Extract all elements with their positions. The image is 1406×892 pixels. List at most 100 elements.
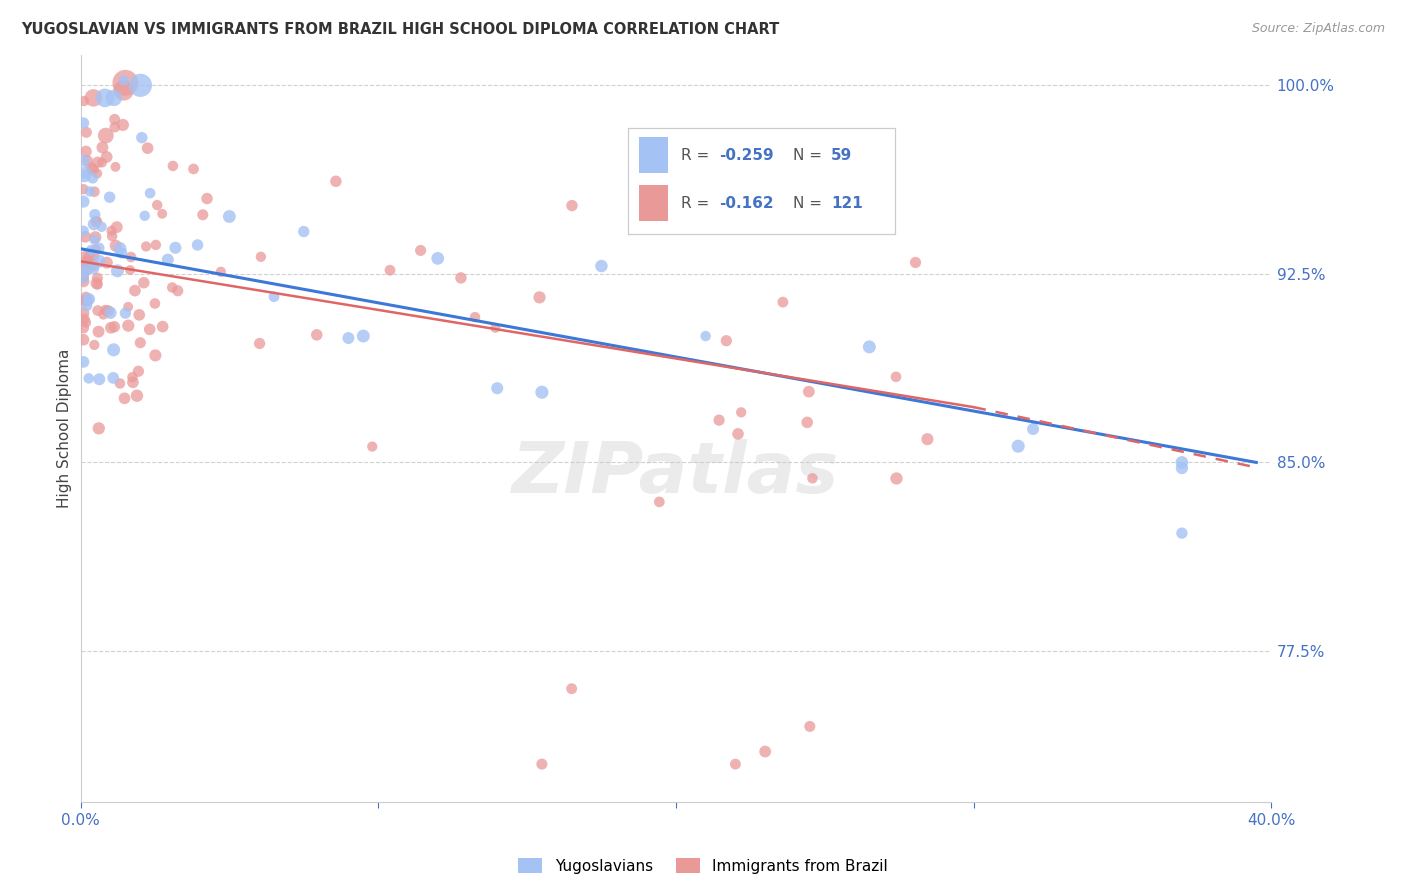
Point xyxy=(73,94,96,108)
Point xyxy=(143,348,166,362)
Point xyxy=(94,91,117,105)
Text: R =: R = xyxy=(682,148,714,163)
Text: YUGOSLAVIAN VS IMMIGRANTS FROM BRAZIL HIGH SCHOOL DIPLOMA CORRELATION CHART: YUGOSLAVIAN VS IMMIGRANTS FROM BRAZIL HI… xyxy=(21,22,779,37)
Point xyxy=(104,112,127,127)
Point xyxy=(530,757,553,772)
Point xyxy=(218,210,240,224)
Point xyxy=(409,244,432,258)
Point xyxy=(150,207,173,221)
Point xyxy=(87,325,110,339)
Point xyxy=(84,214,107,228)
Point xyxy=(136,141,159,155)
Point xyxy=(77,371,100,385)
Point xyxy=(75,293,97,308)
Legend: Yugoslavians, Immigrants from Brazil: Yugoslavians, Immigrants from Brazil xyxy=(512,852,894,880)
Point xyxy=(561,681,583,696)
Text: -0.162: -0.162 xyxy=(718,195,773,211)
Point xyxy=(76,299,98,313)
Point xyxy=(132,276,155,290)
Point xyxy=(129,335,152,350)
Point xyxy=(84,242,107,256)
Text: N =: N = xyxy=(793,148,827,163)
Point xyxy=(87,303,110,318)
Point xyxy=(86,155,108,169)
Point xyxy=(143,296,166,310)
Point xyxy=(75,165,97,179)
Point xyxy=(146,198,169,212)
Point xyxy=(75,290,97,304)
Point xyxy=(120,250,142,264)
Point xyxy=(114,392,136,406)
Point xyxy=(530,385,553,400)
Point xyxy=(75,262,97,277)
Point xyxy=(127,364,149,378)
Point xyxy=(724,757,747,772)
Point xyxy=(361,440,384,454)
Point xyxy=(75,125,97,139)
Point xyxy=(87,421,110,435)
Point xyxy=(83,338,105,352)
Point xyxy=(801,471,824,485)
Point xyxy=(75,145,97,159)
Point xyxy=(90,219,112,234)
Point xyxy=(75,316,97,330)
Point xyxy=(72,267,94,281)
Point xyxy=(125,389,148,403)
Point xyxy=(82,162,104,177)
Point xyxy=(72,355,94,369)
Point xyxy=(77,260,100,275)
Point xyxy=(75,249,97,263)
Point xyxy=(72,333,94,347)
Point xyxy=(72,271,94,285)
Point xyxy=(83,233,105,247)
Point xyxy=(183,161,205,176)
Point xyxy=(138,322,160,336)
Point xyxy=(1022,422,1045,436)
Point xyxy=(152,319,174,334)
Point xyxy=(97,304,120,318)
Point xyxy=(112,83,135,97)
Point xyxy=(100,224,122,238)
Point xyxy=(884,369,907,384)
Text: -0.259: -0.259 xyxy=(718,148,773,163)
Point xyxy=(82,171,104,186)
Point xyxy=(72,265,94,279)
Point xyxy=(156,252,179,267)
Point xyxy=(727,426,749,441)
Text: 59: 59 xyxy=(831,148,852,163)
Point xyxy=(117,300,139,314)
Point xyxy=(76,153,98,168)
Point xyxy=(91,140,114,154)
Point xyxy=(72,270,94,285)
Point xyxy=(292,225,315,239)
Point xyxy=(72,182,94,196)
Point xyxy=(886,471,908,485)
Point xyxy=(91,155,114,169)
Point xyxy=(754,745,776,759)
Point xyxy=(104,160,127,174)
Point xyxy=(98,190,121,204)
Point xyxy=(209,265,232,279)
Point xyxy=(797,384,820,399)
Y-axis label: High School Diploma: High School Diploma xyxy=(58,349,72,508)
Point xyxy=(89,254,111,268)
Point xyxy=(82,91,104,105)
Point xyxy=(114,76,136,90)
Point xyxy=(72,321,94,335)
Point xyxy=(122,376,145,390)
Point xyxy=(73,153,96,168)
Point xyxy=(124,284,146,298)
Point xyxy=(263,290,285,304)
Point xyxy=(162,159,184,173)
Point xyxy=(450,271,472,285)
Point xyxy=(86,277,108,291)
Point xyxy=(80,161,103,175)
Bar xyxy=(638,137,668,173)
Point xyxy=(337,331,360,345)
Point xyxy=(100,320,122,334)
Point xyxy=(101,229,124,244)
Point xyxy=(117,318,139,333)
Point xyxy=(87,241,110,255)
Point xyxy=(86,214,108,228)
Point xyxy=(80,243,103,257)
